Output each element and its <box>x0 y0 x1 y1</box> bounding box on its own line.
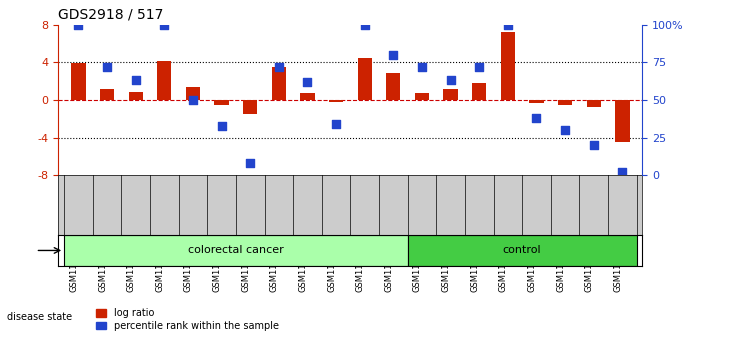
Bar <box>64 235 407 266</box>
Bar <box>415 93 429 100</box>
Bar <box>157 61 172 100</box>
Bar <box>615 100 629 142</box>
Point <box>502 22 514 28</box>
Point <box>388 52 399 58</box>
Text: GDS2918 / 517: GDS2918 / 517 <box>58 8 164 22</box>
Point <box>273 64 285 70</box>
Bar <box>358 58 372 100</box>
Bar <box>529 100 544 103</box>
Point <box>158 22 170 28</box>
Bar <box>72 63 85 100</box>
Point <box>216 123 228 129</box>
Legend: log ratio, percentile rank within the sample: log ratio, percentile rank within the sa… <box>93 304 283 335</box>
Bar <box>100 89 114 100</box>
Bar <box>386 73 401 100</box>
Point <box>445 78 456 83</box>
Text: control: control <box>503 245 542 256</box>
Bar <box>329 100 343 102</box>
Point <box>187 97 199 103</box>
Point <box>330 121 342 127</box>
Text: colorectal cancer: colorectal cancer <box>188 245 284 256</box>
Bar <box>272 67 286 100</box>
Bar <box>215 100 228 105</box>
Bar <box>558 100 572 105</box>
Point <box>416 64 428 70</box>
Point <box>101 64 113 70</box>
Bar <box>407 235 637 266</box>
Point <box>473 64 485 70</box>
Point <box>359 22 371 28</box>
Bar <box>186 87 200 100</box>
Bar <box>501 32 515 100</box>
Point <box>559 127 571 133</box>
Point <box>617 170 629 175</box>
Bar <box>243 100 258 114</box>
Point <box>588 142 599 148</box>
Text: disease state: disease state <box>7 312 72 322</box>
Bar <box>472 83 486 100</box>
Bar <box>587 100 601 107</box>
Point <box>245 160 256 166</box>
Point <box>72 22 84 28</box>
Bar <box>128 92 143 100</box>
Bar <box>443 89 458 100</box>
Bar <box>300 93 315 100</box>
Point <box>531 115 542 121</box>
Point <box>130 78 142 83</box>
Point <box>301 79 313 85</box>
